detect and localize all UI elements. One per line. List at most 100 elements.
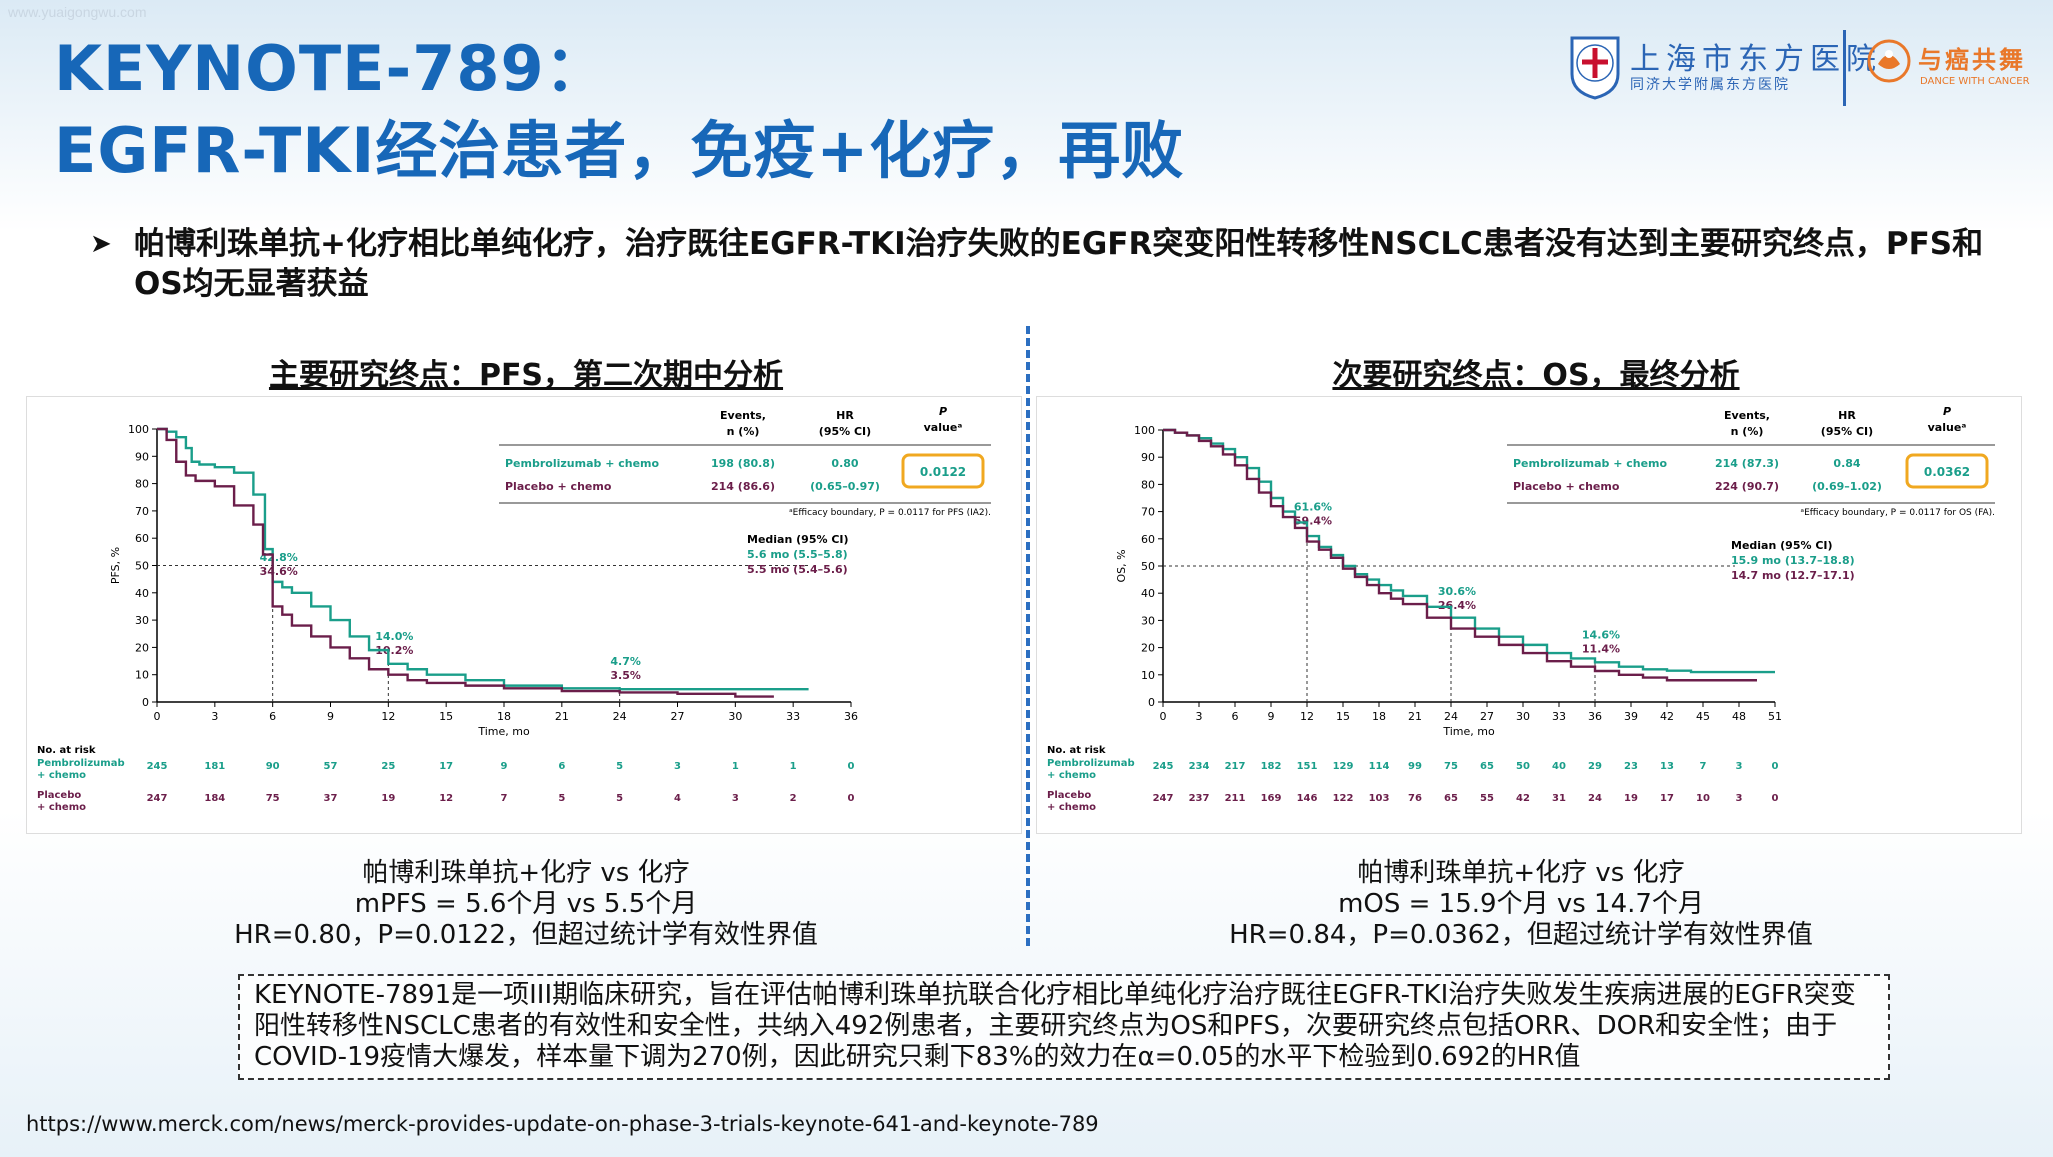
x-tick-label: 48 [1732, 710, 1746, 723]
risk-count-placebo: 237 [1189, 793, 1210, 804]
logo-area: 上海市东方医院 同济大学附属东方医院 与癌共舞 DANCE WITH CANCE… [1568, 28, 2038, 110]
table-header-ci: (95% CI) [1821, 425, 1873, 438]
x-tick-label: 42 [1660, 710, 1674, 723]
table-header-pvalue: valueᵃ [1928, 421, 1967, 434]
x-tick-label: 30 [728, 710, 742, 723]
landmark-placebo-label: 26.4% [1438, 599, 1476, 612]
landmark-pembro-label: 42.8% [260, 551, 298, 564]
x-tick-label: 3 [211, 710, 218, 723]
risk-count-pembro: 114 [1369, 761, 1390, 772]
risk-count-pembro: 13 [1660, 761, 1674, 772]
risk-table-title: No. at risk [1047, 745, 1106, 756]
hospital-seal-icon [1570, 36, 1620, 100]
table-header-n: n (%) [1731, 425, 1764, 438]
y-tick-label: 20 [1141, 642, 1155, 655]
hospital-name-sub: 同济大学附属东方医院 [1630, 77, 1790, 93]
risk-count-pembro: 50 [1516, 761, 1530, 772]
risk-count-pembro: 182 [1261, 761, 1282, 772]
y-tick-label: 60 [1141, 533, 1155, 546]
landmark-pembro-label: 61.6% [1294, 500, 1332, 513]
os-summary-line-1: 帕博利珠单抗+化疗 vs 化疗 [1357, 858, 1685, 888]
risk-label-pembro-sub: + chemo [1047, 770, 1096, 781]
landmark-pembro-label: 14.0% [375, 630, 413, 643]
source-link[interactable]: https://www.merck.com/news/merck-provide… [26, 1112, 1099, 1136]
pfs-summary-line-1: 帕博利珠单抗+化疗 vs 化疗 [362, 858, 690, 888]
y-tick-label: 60 [135, 532, 149, 545]
y-tick-label: 70 [135, 505, 149, 518]
risk-table-title: No. at risk [37, 745, 96, 756]
x-tick-label: 27 [1480, 710, 1494, 723]
pfs-summary-line-3: HR=0.80，P=0.0122，但超过统计学有效性界值 [234, 920, 818, 950]
risk-count-placebo: 3 [1736, 793, 1743, 804]
dance-with-cancer-logo-icon [1867, 39, 1911, 83]
x-tick-label: 36 [1588, 710, 1602, 723]
risk-count-placebo: 2 [790, 793, 797, 804]
risk-count-placebo: 5 [616, 793, 623, 804]
placebo-row-label: Placebo + chemo [1513, 480, 1620, 493]
os-heading: 次要研究终点：OS，最终分析 [1332, 358, 1740, 393]
table-header-events: Events, [1724, 409, 1770, 422]
risk-count-placebo: 103 [1369, 793, 1390, 804]
risk-count-pembro: 129 [1333, 761, 1354, 772]
pfs-heading: 主要研究终点：PFS，第二次期中分析 [268, 358, 784, 393]
y-tick-label: 50 [1141, 560, 1155, 573]
risk-count-pembro: 5 [616, 761, 623, 772]
risk-label-placebo-sub: + chemo [37, 802, 86, 813]
y-tick-label: 70 [1141, 506, 1155, 519]
placebo-km-curve [1163, 428, 1757, 682]
y-tick-label: 80 [1141, 478, 1155, 491]
risk-count-pembro: 23 [1624, 761, 1638, 772]
placebo-row-label: Placebo + chemo [505, 480, 612, 493]
x-tick-label: 9 [1268, 710, 1275, 723]
risk-label-placebo: Placebo [37, 790, 81, 801]
x-tick-label: 27 [671, 710, 685, 723]
pembro-row-label: Pembrolizumab + chemo [505, 457, 660, 470]
slide-title: KEYNOTE-789： EGFR-TKI经治患者，免疫+化疗，再败 [54, 28, 1184, 192]
x-tick-label: 12 [1300, 710, 1314, 723]
x-tick-label: 36 [844, 710, 858, 723]
x-tick-label: 15 [1336, 710, 1350, 723]
watermark: www.yuaigongwu.com [8, 4, 147, 20]
risk-count-placebo: 247 [147, 793, 168, 804]
placebo-events: 224 (90.7) [1715, 480, 1779, 493]
title-line-1: KEYNOTE-789： [54, 32, 608, 105]
risk-count-placebo: 65 [1444, 793, 1458, 804]
table-header-events: Events, [720, 409, 766, 422]
x-tick-label: 30 [1516, 710, 1530, 723]
y-tick-label: 80 [135, 478, 149, 491]
partner-name-cn: 与癌共舞 [1918, 46, 2026, 74]
risk-count-pembro: 29 [1588, 761, 1602, 772]
x-tick-label: 33 [786, 710, 800, 723]
study-note-text: KEYNOTE-7891是一项III期临床研究，旨在评估帕博利珠单抗联合化疗相比… [254, 980, 1856, 1072]
y-tick-label: 30 [1141, 614, 1155, 627]
risk-count-placebo: 4 [674, 793, 681, 804]
y-tick-label: 0 [1148, 696, 1155, 709]
table-footnote: ᵃEfficacy boundary, P = 0.0117 for PFS (… [789, 508, 991, 518]
table-header-n: n (%) [727, 425, 760, 438]
placebo-km-curve [157, 427, 774, 698]
os-summary-line-3: HR=0.84，P=0.0362，但超过统计学有效性界值 [1229, 920, 1813, 950]
x-tick-label: 0 [154, 710, 161, 723]
y-tick-label: 40 [1141, 587, 1155, 600]
study-note: KEYNOTE-7891是一项III期临床研究，旨在评估帕博利珠单抗联合化疗相比… [238, 974, 1890, 1080]
x-tick-label: 24 [613, 710, 627, 723]
p-value: 0.0362 [1924, 465, 1970, 479]
risk-count-pembro: 3 [674, 761, 681, 772]
x-tick-label: 15 [439, 710, 453, 723]
risk-count-placebo: 24 [1588, 793, 1602, 804]
risk-label-placebo-sub: + chemo [1047, 802, 1096, 813]
logo-divider [1843, 30, 1846, 106]
risk-count-pembro: 151 [1297, 761, 1318, 772]
x-tick-label: 9 [327, 710, 334, 723]
risk-count-placebo: 122 [1333, 793, 1354, 804]
risk-count-placebo: 19 [1624, 793, 1638, 804]
hr-ci: (0.65–0.97) [810, 480, 880, 493]
table-header-ci: (95% CI) [819, 425, 871, 438]
risk-count-pembro: 1 [790, 761, 797, 772]
risk-count-pembro: 99 [1408, 761, 1422, 772]
x-tick-label: 18 [1372, 710, 1386, 723]
risk-count-placebo: 17 [1660, 793, 1674, 804]
risk-count-placebo: 12 [439, 793, 453, 804]
risk-count-placebo: 55 [1480, 793, 1494, 804]
median-title: Median (95% CI) [1731, 539, 1833, 552]
